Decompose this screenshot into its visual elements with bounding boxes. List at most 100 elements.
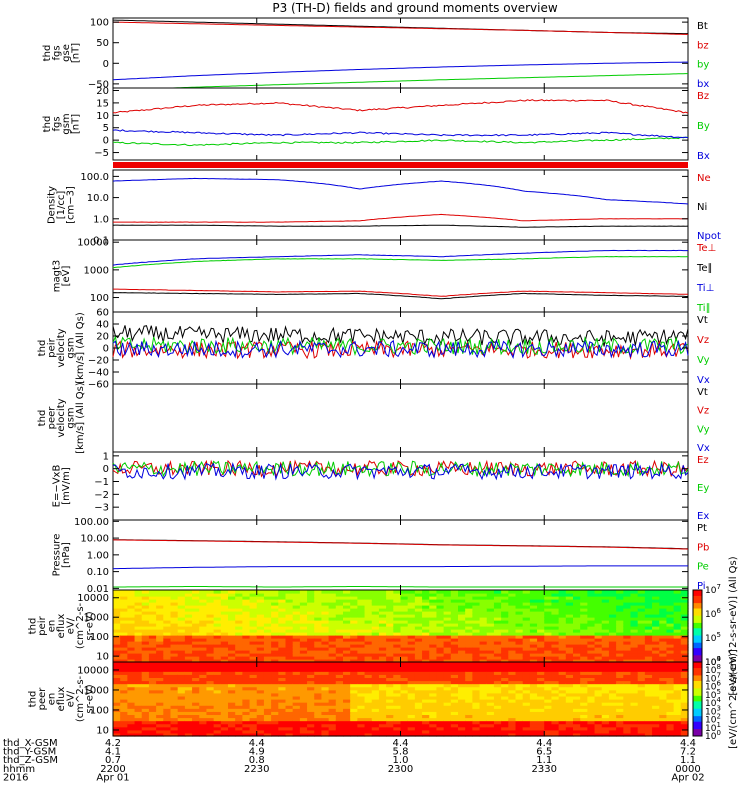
heatmap-cell (177, 659, 186, 663)
heatmap-cell (630, 665, 639, 669)
heatmap-cell (335, 596, 344, 600)
heatmap-cell (271, 602, 279, 606)
heatmap-cell (594, 680, 603, 685)
heatmap-cell (537, 596, 545, 600)
heatmap-cell (580, 723, 588, 728)
x-row-label: thd_Y-GSM (3, 747, 56, 758)
heatmap-cell (515, 641, 524, 645)
y-tick-label: 10000 (77, 238, 109, 249)
heatmap-cell (472, 620, 481, 624)
heatmap-cell (429, 671, 438, 675)
heatmap-cell (529, 608, 538, 612)
y-tick-label: 0 (103, 464, 109, 475)
heatmap-cell (537, 708, 545, 712)
heatmap-cell (450, 705, 459, 709)
panel-frame (112, 87, 689, 161)
heatmap-cell (565, 611, 574, 615)
heatmap-cell (127, 650, 136, 654)
heatmap-cell (458, 671, 466, 675)
heatmap-cell (659, 659, 668, 663)
heatmap-cell (170, 717, 179, 722)
heatmap-cell (537, 680, 545, 685)
y-axis-label: Pressure (51, 534, 62, 577)
heatmap-cell (192, 717, 200, 722)
heatmap-cell (113, 605, 121, 609)
heatmap-cell (292, 699, 301, 703)
heatmap-cell (565, 692, 574, 697)
heatmap-cell (321, 665, 330, 669)
heatmap-cell (177, 717, 186, 722)
heatmap-cell (307, 726, 315, 731)
heatmap-cell (357, 711, 366, 716)
heatmap-cell (544, 689, 553, 694)
heatmap-cell (184, 708, 193, 712)
heatmap-cell (400, 617, 409, 621)
y-tick-label: −5 (94, 148, 109, 159)
heatmap-cell (529, 653, 538, 657)
heatmap-cell (192, 714, 200, 719)
heatmap-cell (228, 674, 236, 679)
heatmap-cell (537, 702, 545, 706)
heatmap-cell (486, 623, 495, 627)
heatmap-cell (486, 602, 495, 606)
heatmap-cell (537, 668, 545, 672)
heatmap-cell (608, 623, 617, 627)
heatmap-cell (544, 726, 553, 731)
heatmap-cell (414, 644, 423, 648)
heatmap-cell (314, 590, 323, 594)
heatmap-cell (644, 723, 653, 728)
heatmap-cell (544, 674, 553, 679)
heatmap-cell (666, 708, 675, 712)
heatmap-cell (529, 708, 538, 712)
heatmap-cell (357, 702, 366, 706)
heatmap-cell (156, 677, 164, 682)
heatmap-cell (199, 702, 208, 706)
heatmap-cell (458, 605, 466, 609)
heatmap-cell (486, 705, 495, 709)
heatmap-cell (587, 708, 596, 712)
heatmap-cell (458, 680, 466, 685)
heatmap-cell (343, 689, 351, 694)
heatmap-cell (192, 605, 200, 609)
heatmap-cell (637, 699, 646, 703)
heatmap-cell (141, 674, 150, 679)
heatmap-cell (616, 729, 624, 734)
heatmap-cell (271, 717, 279, 722)
y-tick-label: 1000 (84, 265, 109, 276)
heatmap-cell (278, 590, 287, 594)
heatmap-cell (213, 644, 222, 648)
heatmap-cell (400, 705, 409, 709)
y-axis-label: eV/ (66, 617, 77, 634)
heatmap-cell (644, 650, 653, 654)
heatmap-cell (378, 626, 387, 630)
heatmap-cell (206, 605, 215, 609)
heatmap-cell (601, 632, 610, 636)
y-axis-label: gse (61, 44, 72, 62)
heatmap-cell (235, 702, 243, 706)
heatmap-cell (501, 602, 509, 606)
heatmap-cell (113, 677, 121, 682)
heatmap-cell (156, 686, 164, 691)
heatmap-cell (515, 650, 524, 654)
heatmap-cell (141, 626, 150, 630)
heatmap-cell (652, 626, 660, 630)
heatmap-cell (213, 726, 222, 731)
heatmap-cell (551, 711, 560, 716)
heatmap-cell (364, 614, 373, 618)
heatmap-cell (364, 659, 373, 663)
heatmap-cell (163, 680, 172, 685)
heatmap-cell (407, 699, 416, 703)
heatmap-cell (659, 605, 668, 609)
colorbar-cell (693, 595, 702, 598)
heatmap-cell (170, 650, 179, 654)
heatmap-cell (443, 717, 452, 722)
heatmap-cell (630, 726, 639, 731)
heatmap-cell (321, 620, 330, 624)
heatmap-cell (450, 714, 459, 719)
heatmap-cell (148, 720, 157, 725)
y-tick-label: 40 (96, 320, 109, 331)
heatmap-cell (120, 623, 128, 627)
heatmap-cell (378, 729, 387, 734)
heatmap-cell (450, 626, 459, 630)
heatmap-cell (450, 650, 459, 654)
